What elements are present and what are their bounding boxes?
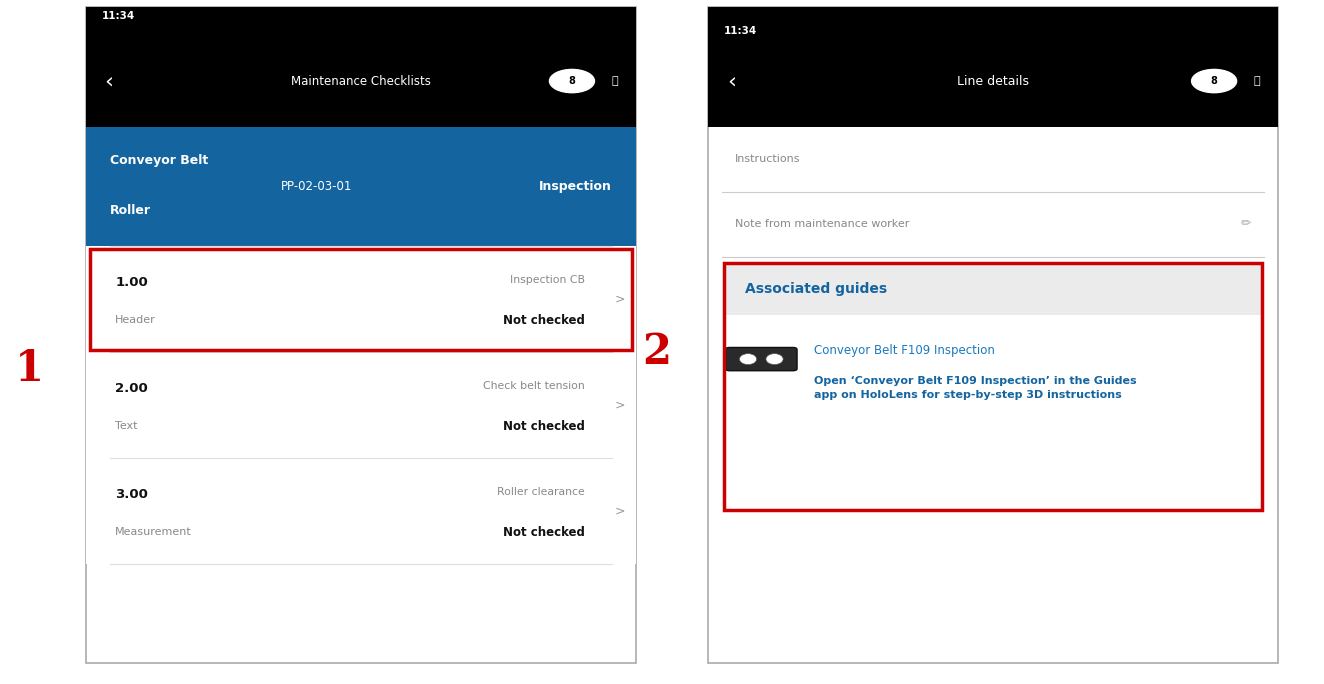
Bar xyxy=(708,7,1278,663)
Text: Roller clearance: Roller clearance xyxy=(498,487,585,497)
Circle shape xyxy=(1192,69,1237,93)
Text: Conveyor Belt: Conveyor Belt xyxy=(110,153,208,167)
Text: Maintenance Checklists: Maintenance Checklists xyxy=(291,75,430,88)
Text: Not checked: Not checked xyxy=(503,314,585,327)
Text: 8: 8 xyxy=(1210,76,1218,86)
Ellipse shape xyxy=(765,354,784,365)
Text: Text: Text xyxy=(115,421,138,432)
Text: Measurement: Measurement xyxy=(115,527,192,538)
Text: ‹: ‹ xyxy=(727,71,736,91)
Text: Instructions: Instructions xyxy=(735,154,800,164)
Text: Inspection: Inspection xyxy=(539,180,612,193)
FancyBboxPatch shape xyxy=(726,347,797,371)
Text: Not checked: Not checked xyxy=(503,526,585,539)
Bar xyxy=(86,7,636,127)
Text: 11:34: 11:34 xyxy=(724,26,757,36)
Text: Inspection CB: Inspection CB xyxy=(510,275,585,285)
Text: ‹: ‹ xyxy=(105,71,114,91)
Text: Not checked: Not checked xyxy=(503,420,585,433)
Text: 1: 1 xyxy=(15,348,44,391)
Bar xyxy=(86,246,636,352)
Bar xyxy=(86,458,636,564)
Text: Open ‘Conveyor Belt F109 Inspection’ in the Guides
app on HoloLens for step-by-s: Open ‘Conveyor Belt F109 Inspection’ in … xyxy=(814,376,1137,400)
Bar xyxy=(708,7,1278,127)
Text: >: > xyxy=(614,293,625,306)
Text: >: > xyxy=(614,505,625,518)
Text: Conveyor Belt F109 Inspection: Conveyor Belt F109 Inspection xyxy=(814,344,996,358)
Text: 🔔: 🔔 xyxy=(610,76,618,86)
Text: Header: Header xyxy=(115,315,156,326)
Ellipse shape xyxy=(739,354,757,365)
Text: 8: 8 xyxy=(568,76,576,86)
Text: PP-02-03-01: PP-02-03-01 xyxy=(281,180,352,193)
Text: 3.00: 3.00 xyxy=(115,488,148,501)
Bar xyxy=(724,315,1262,510)
Text: 11:34: 11:34 xyxy=(102,12,135,21)
Text: Associated guides: Associated guides xyxy=(745,282,887,296)
Bar xyxy=(86,127,636,246)
Text: ✏: ✏ xyxy=(1241,218,1251,231)
Text: Line details: Line details xyxy=(957,75,1029,88)
Text: Check belt tension: Check belt tension xyxy=(483,381,585,391)
Bar xyxy=(724,263,1262,315)
Circle shape xyxy=(549,69,594,93)
Text: Note from maintenance worker: Note from maintenance worker xyxy=(735,219,910,229)
Bar xyxy=(757,356,765,362)
Text: 1.00: 1.00 xyxy=(115,276,148,289)
Bar xyxy=(86,352,636,458)
Bar xyxy=(86,7,636,663)
Text: 2.00: 2.00 xyxy=(115,382,148,395)
Text: 2: 2 xyxy=(642,331,671,373)
Text: >: > xyxy=(614,399,625,412)
Text: 🔔: 🔔 xyxy=(1253,76,1260,86)
Text: Roller: Roller xyxy=(110,204,151,217)
